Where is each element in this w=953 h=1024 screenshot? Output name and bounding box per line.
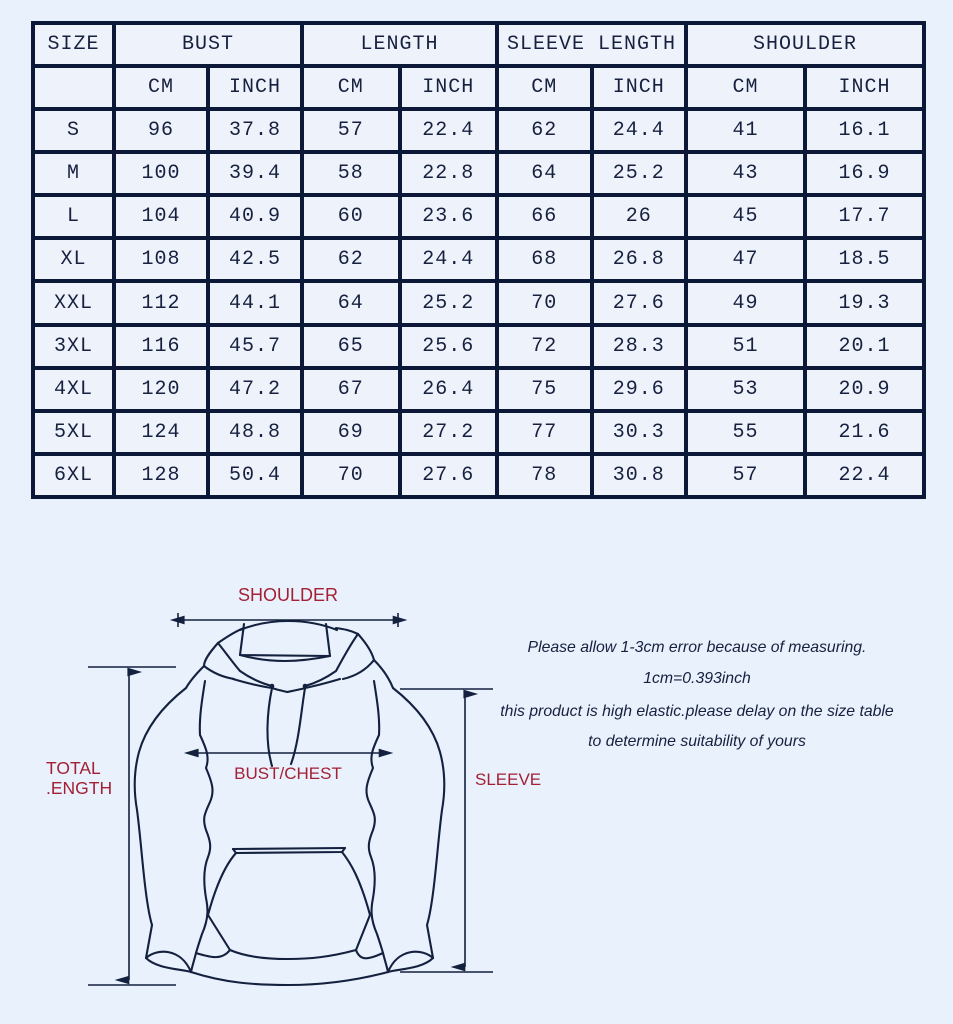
svg-text:1cm=0.393inch: 1cm=0.393inch: [643, 670, 751, 687]
svg-text:this product is high elastic.p: this product is high elastic.please dela…: [500, 703, 894, 720]
svg-text:.ENGTH: .ENGTH: [46, 778, 112, 798]
svg-text:SHOULDER: SHOULDER: [238, 585, 338, 605]
svg-text:Please allow 1-3cm error becau: Please allow 1-3cm error because of meas…: [528, 639, 867, 656]
svg-text:BUST/CHEST: BUST/CHEST: [234, 764, 342, 783]
svg-text:SLEEVE: SLEEVE: [475, 770, 541, 789]
svg-text:TOTAL: TOTAL: [46, 758, 101, 778]
svg-text:to determine suitability of yo: to determine suitability of yours: [588, 733, 806, 750]
